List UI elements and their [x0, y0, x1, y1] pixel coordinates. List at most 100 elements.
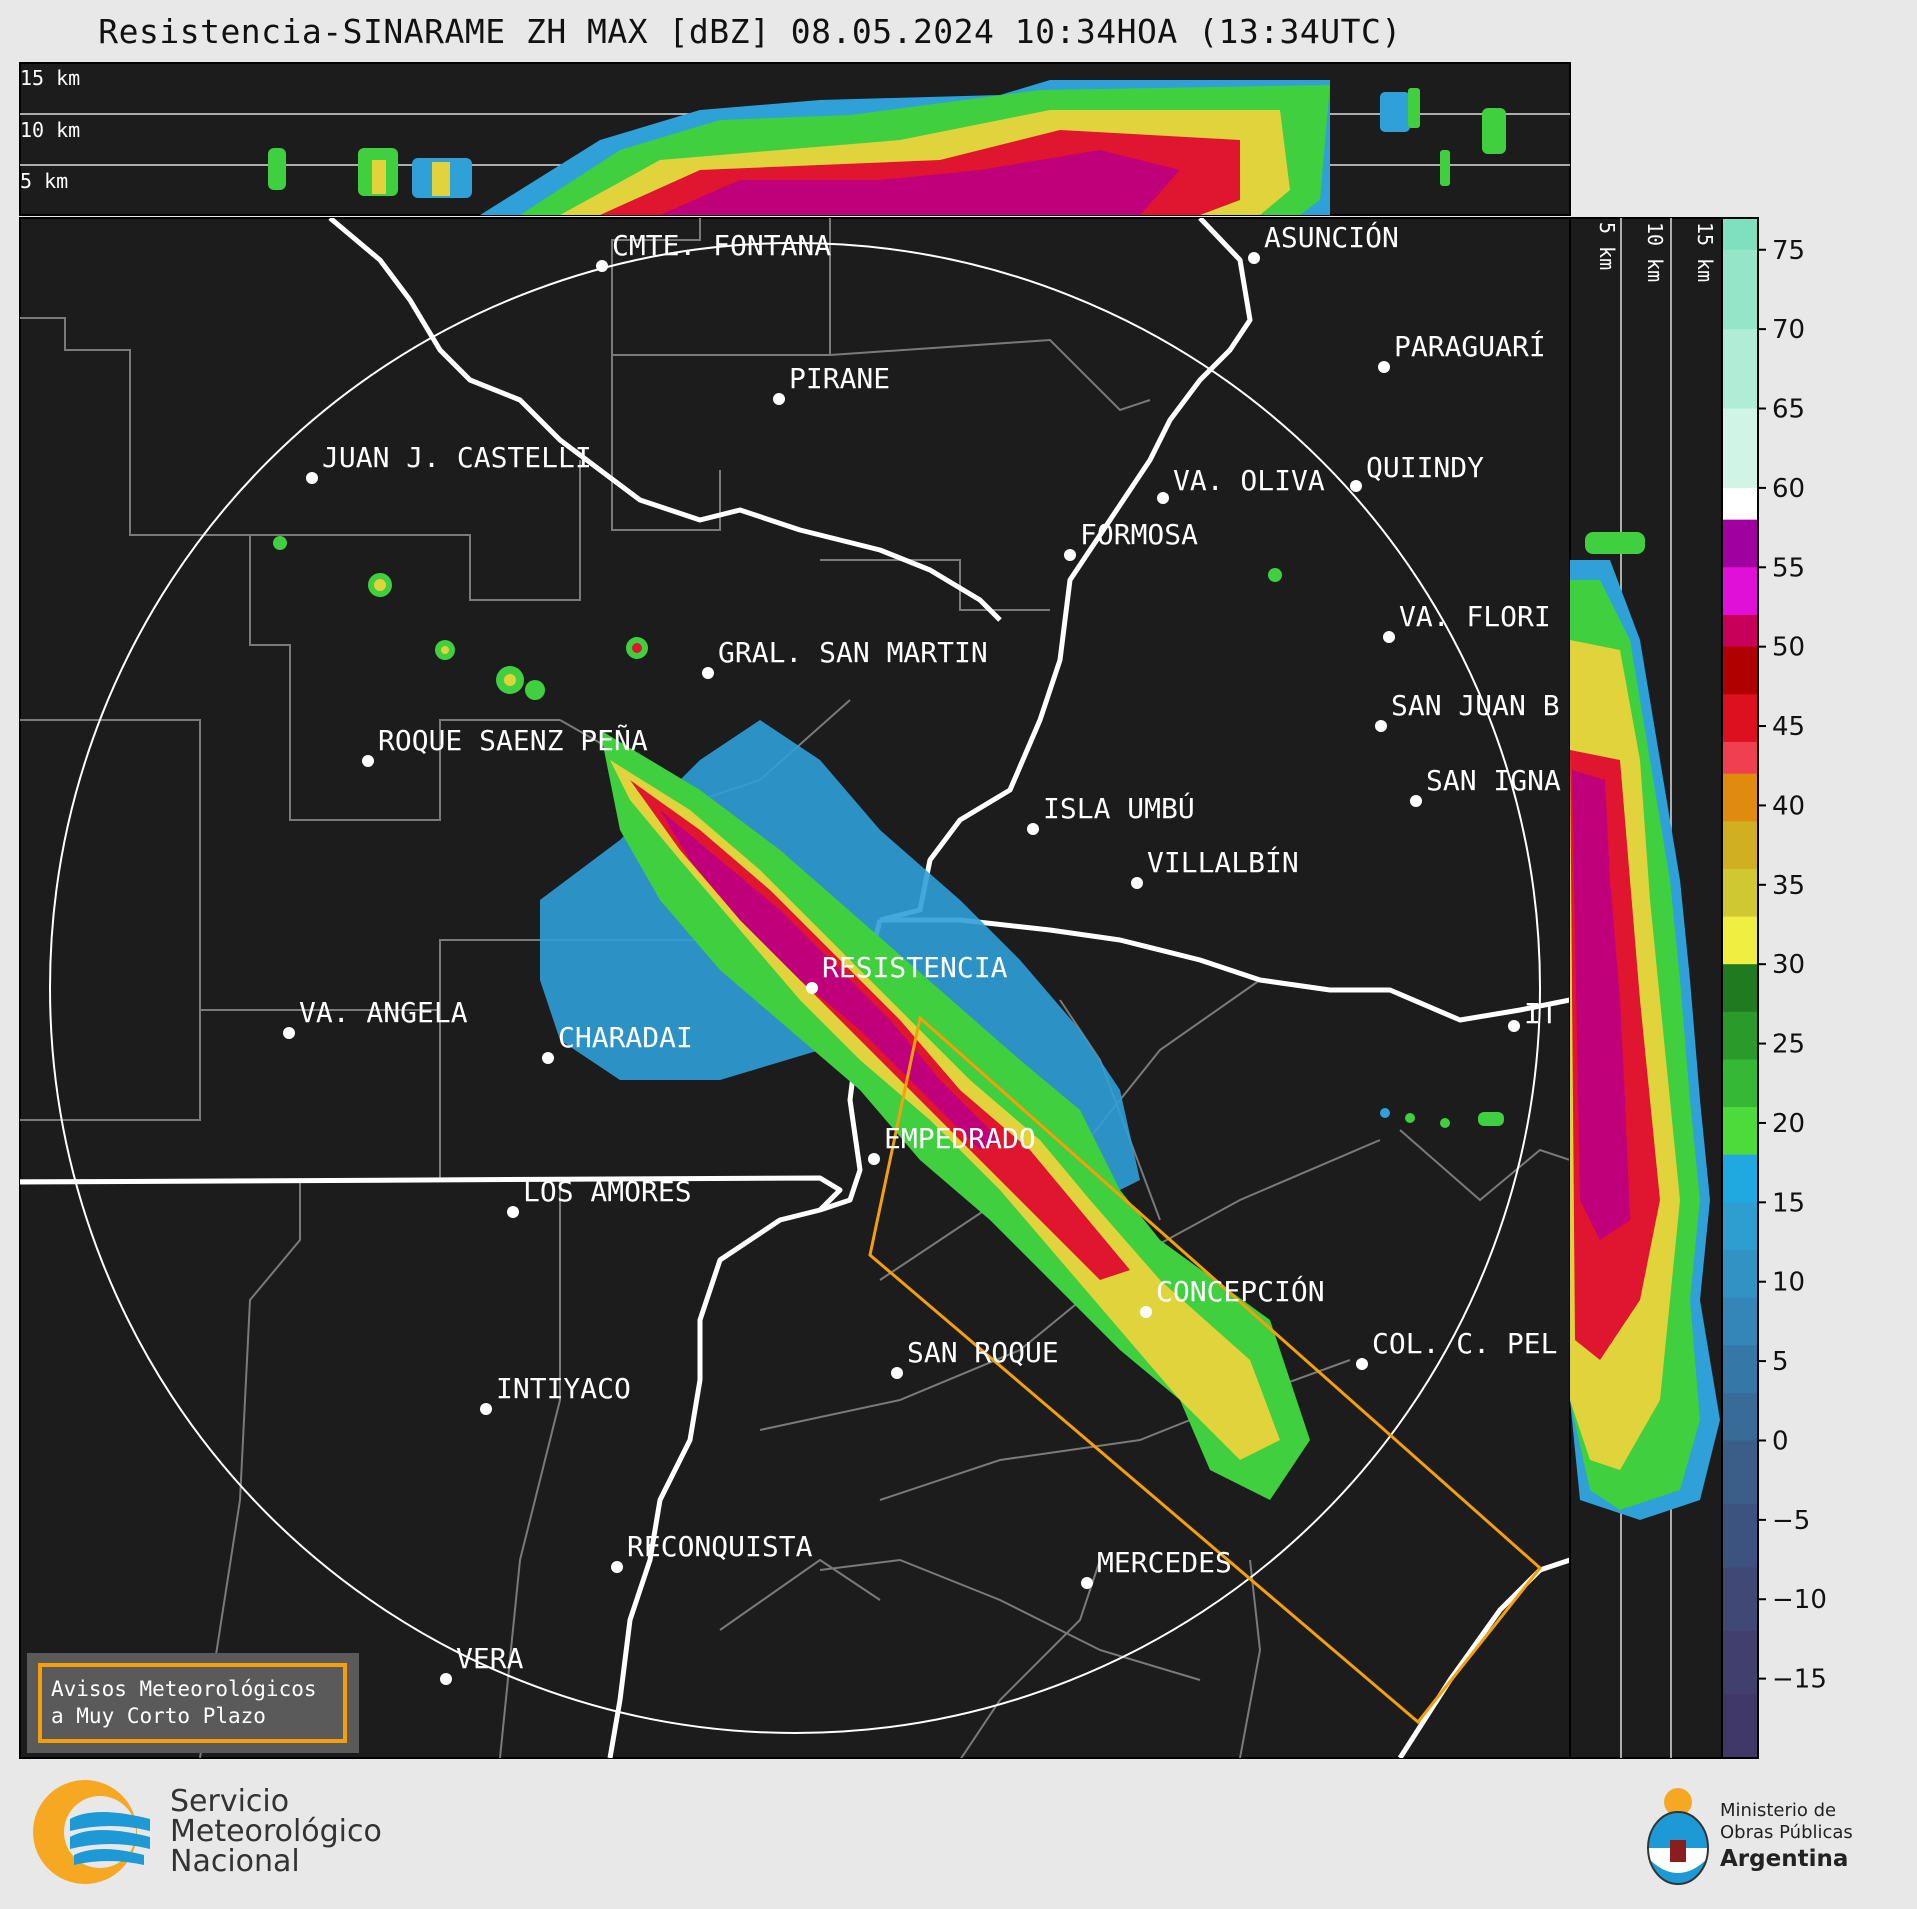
svg-text:VA. FLORI: VA. FLORI [1399, 600, 1551, 633]
ministry-line1: Ministerio de [1720, 1800, 1837, 1821]
svg-text:VERA: VERA [456, 1642, 524, 1675]
colorbar-tick-label: −10 [1772, 1585, 1827, 1615]
svg-text:LOS AMORES: LOS AMORES [523, 1175, 692, 1208]
side-label-15km: 15 km [1693, 222, 1717, 282]
svg-text:RESISTENCIA: RESISTENCIA [822, 951, 1008, 984]
colorbar-band [1722, 1392, 1758, 1441]
colorbar-tick-label: 65 [1772, 395, 1805, 425]
city-concepcion: CONCEPCIÓN [1140, 1274, 1325, 1318]
colorbar-band [1722, 329, 1758, 410]
city-mercedes: MERCEDES [1081, 1546, 1232, 1589]
svg-text:FORMOSA: FORMOSA [1080, 518, 1198, 551]
argentina-coat-of-arms-icon [1647, 1788, 1709, 1885]
svg-text:CONCEPCIÓN: CONCEPCIÓN [1156, 1274, 1325, 1308]
svg-text:QUIINDY: QUIINDY [1366, 451, 1484, 484]
colorbar-band [1722, 694, 1758, 743]
colorbar-band [1722, 614, 1758, 648]
city-cmte-fontana: CMTE. FONTANA [596, 229, 831, 272]
city-vera: VERA [440, 1642, 524, 1685]
colorbar-band [1722, 1567, 1758, 1632]
svg-text:EMPEDRADO: EMPEDRADO [884, 1122, 1036, 1155]
city-paraguari: PARAGUARÍ [1378, 329, 1546, 373]
colorbar-band [1722, 773, 1758, 822]
city-it: IT [1508, 997, 1558, 1032]
smn-emblem-icon [33, 1780, 150, 1884]
city-va-oliva: VA. OLIVA [1157, 464, 1325, 504]
colorbar-band [1722, 868, 1758, 918]
top-label-5km: 5 km [20, 169, 68, 193]
colorbar-band [1722, 1503, 1758, 1568]
ministry-logo: Ministerio de Obras Públicas Argentina [1640, 1780, 1900, 1895]
colorbar-band [1722, 1107, 1758, 1156]
smn-name: Servicio Meteorológico Nacional [170, 1787, 382, 1877]
colorbar-band [1722, 916, 1758, 965]
city-san-roque: SAN ROQUE [891, 1336, 1059, 1379]
colorbar-band [1722, 1297, 1758, 1346]
side-height-panel: 5 km 10 km 15 km [1569, 217, 1723, 1759]
city-va-angela: VA. ANGELA [283, 996, 468, 1039]
city-los-amores: LOS AMORES [507, 1175, 692, 1218]
colorbar-band [1722, 1011, 1758, 1060]
city-gral-san-martin: GRAL. SAN MARTIN [702, 636, 988, 679]
colorbar-tick-label: −15 [1772, 1665, 1827, 1695]
svg-text:PIRANE: PIRANE [789, 362, 890, 395]
city-formosa: FORMOSA [1064, 518, 1198, 561]
warning-legend-line2: a Muy Corto Plazo [51, 1704, 266, 1728]
side-label-10km: 10 km [1643, 222, 1667, 282]
city-intiyaco: INTIYACO [480, 1372, 631, 1415]
colorbar-tick-label: 0 [1772, 1426, 1789, 1456]
colorbar-tick-label: −5 [1772, 1506, 1810, 1536]
svg-text:SAN IGNA: SAN IGNA [1426, 764, 1561, 797]
colorbar-band [1722, 1694, 1758, 1759]
svg-text:CHARADAI: CHARADAI [558, 1021, 693, 1054]
colorbar-tick-label: 5 [1772, 1347, 1789, 1377]
city-quiindy: QUIINDY [1350, 451, 1484, 492]
svg-text:JUAN J. CASTELLI: JUAN J. CASTELLI [322, 441, 592, 474]
ministry-line2: Obras Públicas [1720, 1822, 1853, 1843]
colorbar-swatches [1722, 218, 1758, 1759]
svg-text:CMTE. FONTANA: CMTE. FONTANA [612, 229, 831, 262]
svg-text:VILLALBÍN: VILLALBÍN [1147, 845, 1299, 879]
top-height-panel: 15 km 10 km 5 km [19, 62, 1571, 216]
warning-legend-line1: Avisos Meteorológicos [51, 1677, 317, 1701]
city-asuncion: ASUNCIÓN [1248, 220, 1399, 264]
colorbar-band [1722, 519, 1758, 568]
smn-name-line2: Meteorológico [170, 1814, 382, 1849]
city-san-juan-b: SAN JUAN B [1375, 689, 1560, 732]
svg-text:ASUNCIÓN: ASUNCIÓN [1264, 220, 1399, 254]
city-villalbin: VILLALBÍN [1131, 845, 1299, 889]
colorbar-band [1722, 1154, 1758, 1203]
svg-text:VA. OLIVA: VA. OLIVA [1173, 464, 1325, 497]
top-label-10km: 10 km [20, 118, 80, 142]
colorbar-band [1722, 1059, 1758, 1108]
city-resistencia: RESISTENCIA [806, 951, 1008, 994]
warning-legend: Avisos Meteorológicos a Muy Corto Plazo [27, 1653, 359, 1753]
svg-text:VA. ANGELA: VA. ANGELA [299, 996, 468, 1029]
colorbar-band [1722, 487, 1758, 521]
city-san-igna: SAN IGNA [1410, 764, 1561, 807]
smn-name-line1: Servicio [170, 1784, 290, 1819]
ministry-name: Ministerio de Obras Públicas Argentina [1720, 1800, 1853, 1874]
colorbar-tick-label: 60 [1772, 474, 1805, 504]
colorbar-tick-label: 45 [1772, 712, 1805, 742]
colorbar-band [1722, 408, 1758, 489]
city-empedrado: EMPEDRADO [868, 1122, 1036, 1165]
colorbar-band [1722, 646, 1758, 695]
city-juan-j-castelli: JUAN J. CASTELLI [306, 441, 592, 484]
svg-text:RECONQUISTA: RECONQUISTA [627, 1530, 813, 1563]
svg-text:SAN ROQUE: SAN ROQUE [907, 1336, 1059, 1369]
svg-text:GRAL. SAN MARTIN: GRAL. SAN MARTIN [718, 636, 988, 669]
city-isla-umbu: ISLA UMBÚ [1027, 791, 1195, 835]
smn-logo: Servicio Meteorológico Nacional [30, 1775, 450, 1895]
colorbar-band [1722, 1345, 1758, 1394]
side-echo-profile [1570, 532, 1720, 1520]
colorbar-band [1722, 741, 1758, 775]
svg-text:INTIYACO: INTIYACO [496, 1372, 631, 1405]
ministry-line3: Argentina [1720, 1846, 1849, 1872]
colorbar-tick-label: 70 [1772, 315, 1805, 345]
svg-text:PARAGUARÍ: PARAGUARÍ [1394, 329, 1546, 363]
colorbar-band [1722, 821, 1758, 870]
